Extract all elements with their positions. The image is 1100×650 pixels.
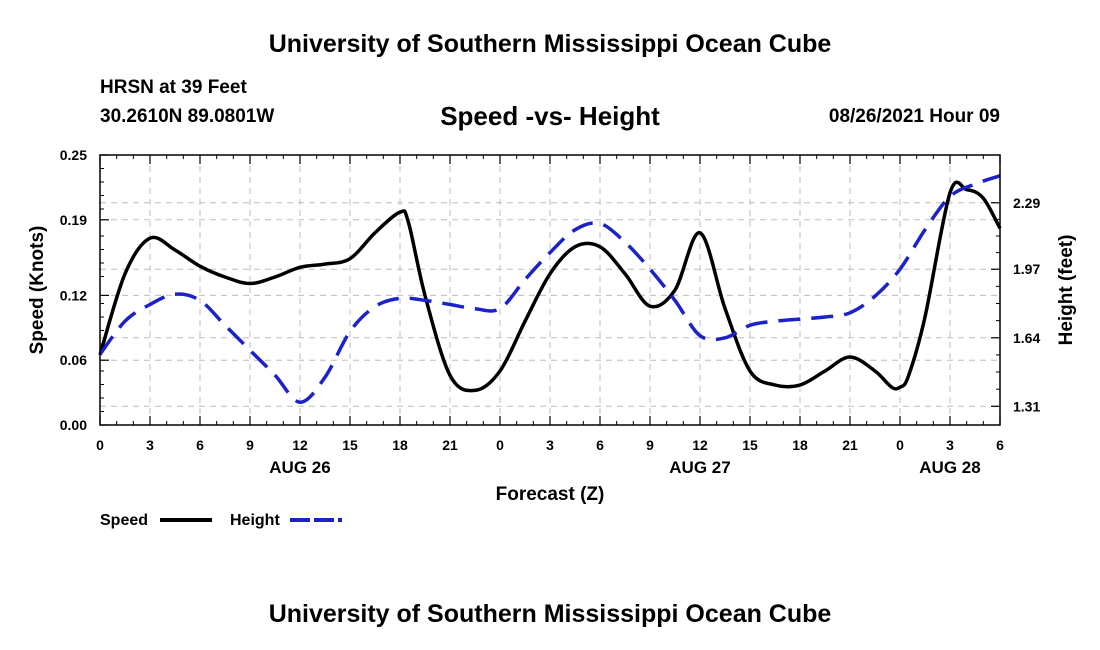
date-label: AUG 26	[269, 458, 330, 477]
y-left-tick-label: 0.06	[60, 352, 87, 368]
y-axis-right-title: Height (feet)	[1056, 235, 1077, 346]
height-series-line	[98, 174, 1001, 404]
y-right-tick-label: 1.97	[1013, 261, 1040, 277]
grid-layer	[100, 155, 1000, 425]
date-label: AUG 27	[669, 458, 730, 477]
footer-title: University of Southern Mississippi Ocean…	[268, 600, 832, 628]
station-coordinates: 30.2610N 89.0801W	[100, 106, 275, 127]
x-tick-label: 12	[692, 437, 708, 453]
x-tick-label: 3	[146, 437, 154, 453]
y-right-tick-label: 1.31	[1013, 398, 1040, 414]
chart-title: Speed -vs- Height	[440, 101, 660, 131]
legend: Speed Height	[100, 512, 342, 529]
speed-height-chart: 0 3 6 9 12 15 18 21 0 3 6 9 12 15 18 21 0 3 6 AUG 26 AUG 27 A…	[27, 147, 1077, 529]
page-title: University of Southern Mississippi Ocean…	[268, 30, 832, 58]
series-layer	[98, 174, 1002, 404]
x-tick-label: 21	[842, 437, 858, 453]
x-tick-label: 18	[792, 437, 808, 453]
x-tick-label: 12	[292, 437, 308, 453]
y-left-tick-label: 0.19	[60, 212, 87, 228]
y-axis-left-title: Speed (Knots)	[27, 226, 48, 355]
y-left-tick-label: 0.25	[60, 147, 87, 163]
y-left-tick-label: 0.12	[60, 287, 87, 303]
x-tick-label: 0	[896, 437, 904, 453]
x-tick-label: 3	[946, 437, 954, 453]
x-tick-label: 9	[646, 437, 654, 453]
plot-frame	[99, 154, 1001, 426]
x-tick-label: 18	[392, 437, 408, 453]
x-tick-label: 6	[596, 437, 604, 453]
y-right-tick-label: 2.29	[1013, 195, 1040, 211]
x-tick-label: 6	[996, 437, 1004, 453]
x-tick-label: 0	[496, 437, 504, 453]
x-axis-title: Forecast (Z)	[496, 484, 605, 505]
x-tick-label: 3	[546, 437, 554, 453]
station-name: HRSN at 39 Feet	[100, 77, 247, 98]
x-tick-label: 15	[342, 437, 358, 453]
x-tick-label: 15	[742, 437, 758, 453]
x-tick-label: 21	[442, 437, 458, 453]
x-tick-label: 6	[196, 437, 204, 453]
legend-label-height: Height	[230, 512, 280, 529]
legend-label-speed: Speed	[100, 512, 148, 529]
x-tick-label: 0	[96, 437, 104, 453]
speed-series-line	[98, 180, 1002, 393]
y-left-tick-label: 0.00	[60, 417, 87, 433]
forecast-date: 08/26/2021 Hour 09	[828, 106, 1000, 127]
date-label: AUG 28	[919, 458, 980, 477]
x-tick-label: 9	[246, 437, 254, 453]
y-right-tick-label: 1.64	[1013, 330, 1040, 346]
